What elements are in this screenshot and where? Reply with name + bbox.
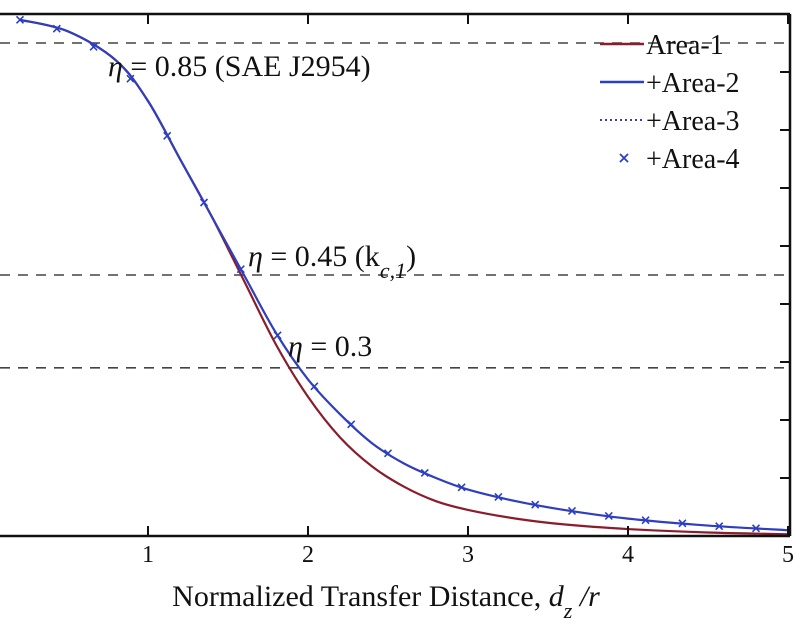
x-axis-label-tail: /r [572, 580, 600, 613]
data-point-marker [420, 468, 429, 477]
x-tick-label: 5 [782, 542, 794, 568]
data-point-marker [199, 198, 209, 207]
legend-label: Area-1 [646, 30, 724, 61]
data-point-marker [567, 506, 577, 516]
data-point-marker [273, 331, 282, 340]
x-tick-label: 1 [142, 542, 154, 568]
reference-label: η = 0.3 [288, 330, 372, 363]
data-point-marker [678, 519, 687, 528]
reference-label: η = 0.45 (kc,1) [248, 240, 416, 283]
reference-lines [0, 42, 790, 369]
reference-label: η = 0.85 (SAE J2954) [108, 50, 371, 83]
data-point-marker [715, 522, 724, 531]
series-layer [15, 15, 789, 536]
data-point-marker [751, 524, 761, 533]
legend-label: +Area-2 [646, 68, 740, 99]
legend: Area-1 +Area-2 +Area-3 +Area-4 [600, 30, 740, 175]
reference-labels: η = 0.85 (SAE J2954) η = 0.45 (kc,1) η = 0… [108, 50, 416, 363]
x-tick-label: 4 [622, 542, 634, 568]
x-axis-label: Normalized Transfer Distance, dz /r [172, 580, 600, 623]
legend-label: +Area-3 [646, 106, 740, 137]
x-axis-label-sub: z [563, 598, 573, 623]
data-point-marker [531, 500, 540, 509]
legend-label: +Area-4 [646, 144, 740, 175]
axes: 1 2 3 4 5 [0, 12, 794, 568]
x-tick-label: 3 [462, 542, 474, 568]
data-point-marker [347, 420, 356, 429]
x-axis-label-main: Normalized Transfer Distance, [172, 580, 549, 613]
data-point-marker [126, 74, 135, 83]
data-point-marker [494, 492, 503, 502]
data-point-marker [604, 511, 613, 521]
series-4-markers [15, 15, 761, 533]
data-point-marker [457, 483, 466, 492]
data-point-marker [236, 265, 245, 274]
data-point-marker [641, 516, 650, 525]
x-axis-label-var: d [549, 580, 565, 613]
data-point-marker [52, 24, 61, 33]
data-point-marker [383, 449, 393, 458]
data-point-marker [163, 131, 172, 140]
data-point-marker [15, 15, 25, 24]
series-3-line [19, 19, 789, 531]
legend-swatch [619, 153, 629, 163]
x-tick-label: 2 [302, 542, 314, 568]
data-point-marker [89, 42, 98, 51]
data-point-marker [310, 382, 319, 391]
